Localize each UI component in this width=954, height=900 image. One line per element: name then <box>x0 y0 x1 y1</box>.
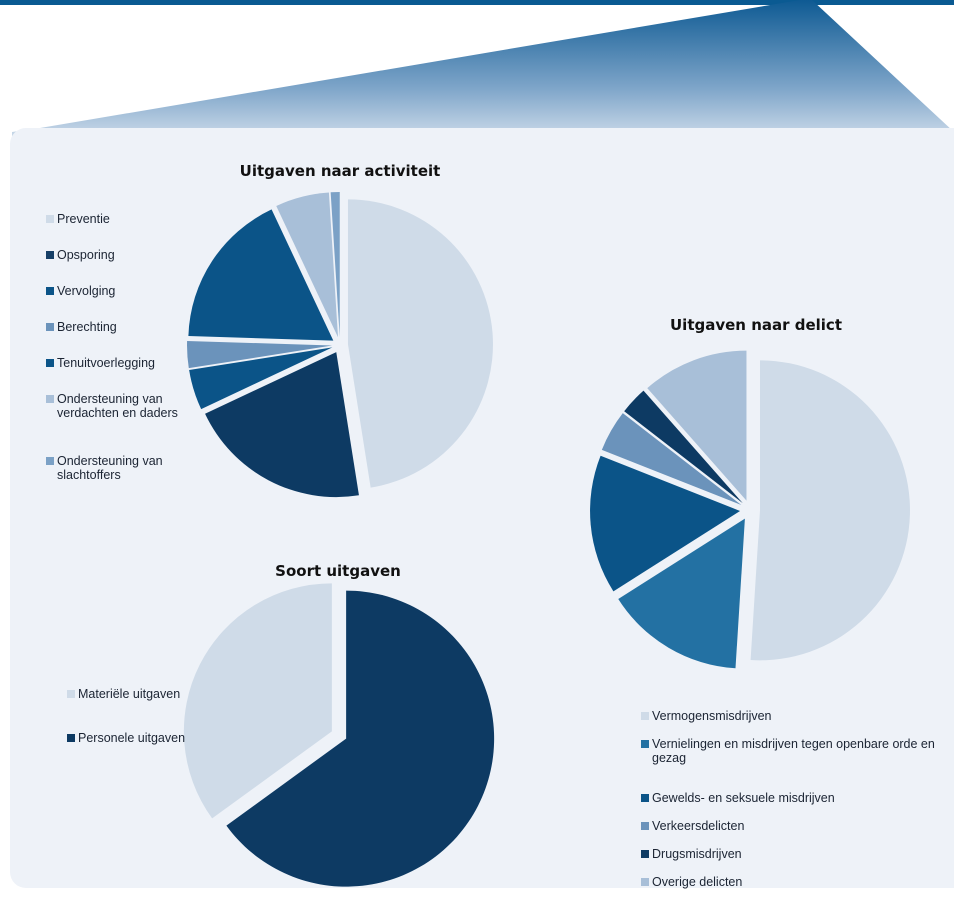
chart-title-activiteit: Uitgaven naar activiteit <box>239 162 441 180</box>
legend-label: Vervolging <box>57 284 116 298</box>
legend-swatch <box>641 850 649 858</box>
pie-slice-personele-uitgaven <box>226 590 495 887</box>
legend-label: Verkeersdelicten <box>652 819 745 833</box>
legend-label: Ondersteuning van slachtoffers <box>57 454 163 482</box>
legend-label: Overige delicten <box>652 875 743 889</box>
legend-label: Opsporing <box>57 248 115 262</box>
legend-label: Ondersteuning van verdachten en daders <box>57 392 178 420</box>
pie-slice-tenuitvoerlegging <box>189 347 333 410</box>
pie-slice-vervolging <box>188 209 334 341</box>
legend-item-opsporing: Opsporing <box>46 248 206 262</box>
pie-slice-verkeersdelicten <box>601 413 742 506</box>
pie-slice-berechting <box>187 340 333 369</box>
pie-slice-gewelds-en-seksuele-misdrijven <box>590 455 741 592</box>
legend-label: Vermogensmisdrijven <box>652 709 772 723</box>
pie-slice-ondersteuning-van-slachtoffers <box>330 192 340 338</box>
legend-item-preventie: Preventie <box>46 212 206 226</box>
legend-swatch <box>46 457 54 465</box>
legend-swatch <box>641 822 649 830</box>
pie-slice-vernielingen-en-misdrijven-tegen-openbare-orde-en-gezag <box>618 518 745 669</box>
pie-slice-drugsmisdrijven <box>624 390 743 504</box>
legend-swatch <box>46 215 54 223</box>
legend-swatch <box>46 323 54 331</box>
legend-label: Tenuitvoerlegging <box>57 356 155 370</box>
legend-swatch <box>641 740 649 748</box>
pie-slice-overige-delicten <box>647 350 747 501</box>
legend-item-berechting: Berechting <box>46 320 206 334</box>
pie-slice-ondersteuning-van-verdachten-en-daders <box>276 192 339 338</box>
legend-label: Drugsmisdrijven <box>652 847 742 861</box>
legend-label: Berechting <box>57 320 117 334</box>
legend-activiteit: Preventie Opsporing Vervolging Berechting Te… <box>46 212 206 482</box>
pie-slice-preventie <box>347 199 493 488</box>
pie-slice-opsporing <box>205 352 359 498</box>
legend-item-verkeersdelicten: Verkeersdelicten <box>641 819 941 833</box>
legend-label: Preventie <box>57 212 110 226</box>
pie-slice-vermogensmisdrijven <box>750 360 910 661</box>
legend-swatch <box>641 712 649 720</box>
legend-swatch <box>46 395 54 403</box>
legend-label: Materiële uitgaven <box>78 687 181 701</box>
legend-delict: Vermogensmisdrijven Vernielingen en misdr… <box>641 709 941 889</box>
legend-item-vernielingen-en-misdrijven-tegen-openbare-orde-en-gezag: Vernielingen en misdrijven tegen openbar… <box>641 737 941 765</box>
chart-title-delict: Uitgaven naar delict <box>669 316 843 334</box>
legend-item-tenuitvoerlegging: Tenuitvoerlegging <box>46 356 206 370</box>
legend-item-vermogensmisdrijven: Vermogensmisdrijven <box>641 709 941 723</box>
legend-item-drugsmisdrijven: Drugsmisdrijven <box>641 847 941 861</box>
legend-swatch <box>67 734 75 742</box>
legend-item-overige-delicten: Overige delicten <box>641 875 941 889</box>
chart-title-soort: Soort uitgaven <box>275 562 401 580</box>
legend-item-personele-uitgaven: Personele uitgaven <box>67 731 187 745</box>
legend-swatch <box>67 690 75 698</box>
legend-swatch <box>641 794 649 802</box>
legend-swatch <box>641 878 649 886</box>
legend-soort: Materiële uitgaven Personele uitgaven <box>67 687 187 745</box>
legend-label: Personele uitgaven <box>78 731 186 745</box>
legend-swatch <box>46 251 54 259</box>
legend-item-ondersteuning-van-verdachten-en-daders: Ondersteuning van verdachten en daders <box>46 392 206 420</box>
legend-label: Gewelds- en seksuele misdrijven <box>652 791 835 805</box>
legend-item-materiele-uitgaven: Materiële uitgaven <box>67 687 187 701</box>
spotlight-beam <box>12 0 954 160</box>
legend-label: Vernielingen en misdrijven tegen openbar… <box>652 737 935 765</box>
legend-swatch <box>46 287 54 295</box>
legend-item-ondersteuning-van-slachtoffers: Ondersteuning van slachtoffers <box>46 454 206 482</box>
pie-slice-materiele-uitgaven <box>183 583 332 819</box>
top-accent-bar <box>0 0 954 5</box>
legend-item-vervolging: Vervolging <box>46 284 206 298</box>
legend-item-gewelds-en-seksuele-misdrijven: Gewelds- en seksuele misdrijven <box>641 791 941 805</box>
legend-swatch <box>46 359 54 367</box>
